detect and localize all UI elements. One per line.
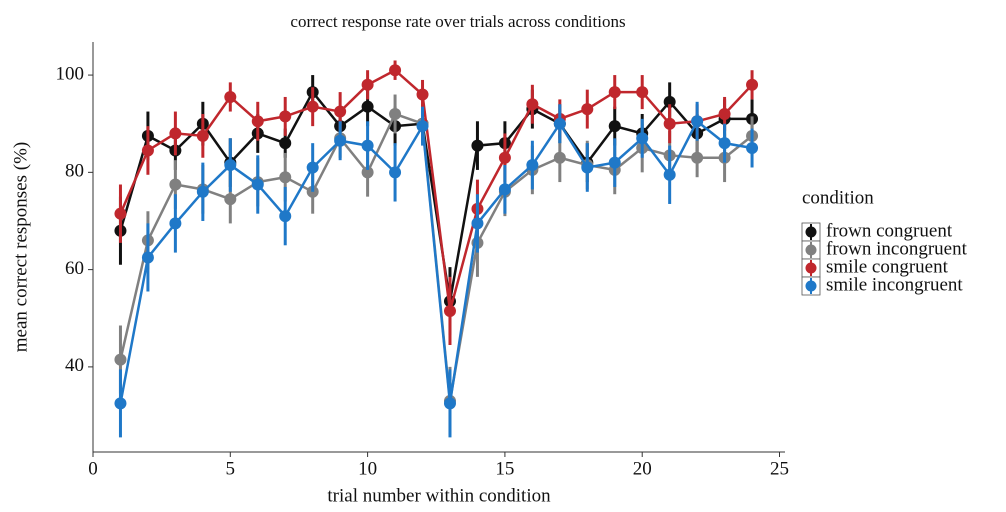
point — [498, 183, 511, 196]
point — [114, 397, 127, 410]
point — [553, 117, 566, 130]
y-tick-label: 80 — [65, 161, 84, 182]
point — [553, 151, 566, 164]
point — [306, 161, 319, 174]
point — [251, 178, 264, 191]
point — [279, 137, 292, 150]
x-tick-label: 0 — [88, 458, 98, 479]
x-tick-label: 20 — [633, 458, 652, 479]
point — [526, 159, 539, 172]
point — [251, 115, 264, 128]
point — [663, 117, 676, 130]
point — [471, 139, 484, 152]
point — [141, 144, 154, 157]
y-tick-label: 40 — [65, 355, 84, 376]
point — [389, 166, 402, 179]
point — [389, 64, 402, 77]
legend-label: frown congruent — [826, 220, 953, 241]
point — [581, 103, 594, 116]
y-tick-label: 100 — [56, 63, 85, 84]
point — [361, 166, 374, 179]
point — [224, 159, 237, 172]
x-axis-title: trial number within condition — [327, 485, 551, 506]
point — [361, 139, 374, 152]
point — [608, 156, 621, 169]
x-tick-label: 15 — [495, 458, 514, 479]
point — [224, 90, 237, 103]
legend-label: smile congruent — [826, 256, 949, 277]
point — [746, 78, 759, 91]
x-tick-label: 5 — [226, 458, 236, 479]
point — [443, 304, 456, 317]
point — [279, 210, 292, 223]
point — [361, 100, 374, 113]
legend-key-point — [805, 280, 817, 292]
point — [608, 120, 621, 133]
y-tick-label: 60 — [65, 258, 84, 279]
point — [279, 171, 292, 184]
point — [663, 168, 676, 181]
point — [471, 217, 484, 230]
point — [196, 129, 209, 142]
point — [114, 353, 127, 366]
x-tick-label: 25 — [770, 458, 789, 479]
point — [718, 137, 731, 150]
series-line — [119, 68, 753, 312]
legend-key-point — [805, 244, 817, 256]
point — [636, 86, 649, 99]
point — [663, 95, 676, 108]
point — [141, 251, 154, 264]
legend-label: frown incongruent — [826, 238, 968, 259]
legend-title: condition — [802, 187, 874, 208]
point — [389, 107, 402, 120]
point — [196, 185, 209, 198]
point — [608, 86, 621, 99]
point — [636, 132, 649, 145]
point — [581, 161, 594, 174]
chart-title: correct response rate over trials across… — [290, 12, 625, 31]
y-axis-title: mean correct responses (%) — [10, 142, 31, 352]
legend-label: smile incongruent — [826, 274, 963, 295]
point — [746, 142, 759, 155]
point — [334, 134, 347, 147]
point — [416, 120, 429, 133]
series-line — [119, 119, 753, 404]
point — [718, 107, 731, 120]
point — [691, 115, 704, 128]
point — [169, 217, 182, 230]
point — [416, 88, 429, 101]
point — [306, 100, 319, 113]
point — [361, 78, 374, 91]
legend-key-point — [805, 262, 817, 274]
point — [224, 193, 237, 206]
point — [526, 98, 539, 111]
point — [691, 151, 704, 164]
point — [498, 151, 511, 164]
point — [443, 397, 456, 410]
point — [169, 178, 182, 191]
x-tick-label: 10 — [358, 458, 377, 479]
point — [114, 207, 127, 220]
point — [334, 105, 347, 118]
point — [169, 127, 182, 140]
point — [279, 110, 292, 123]
legend-key-point — [805, 226, 817, 238]
